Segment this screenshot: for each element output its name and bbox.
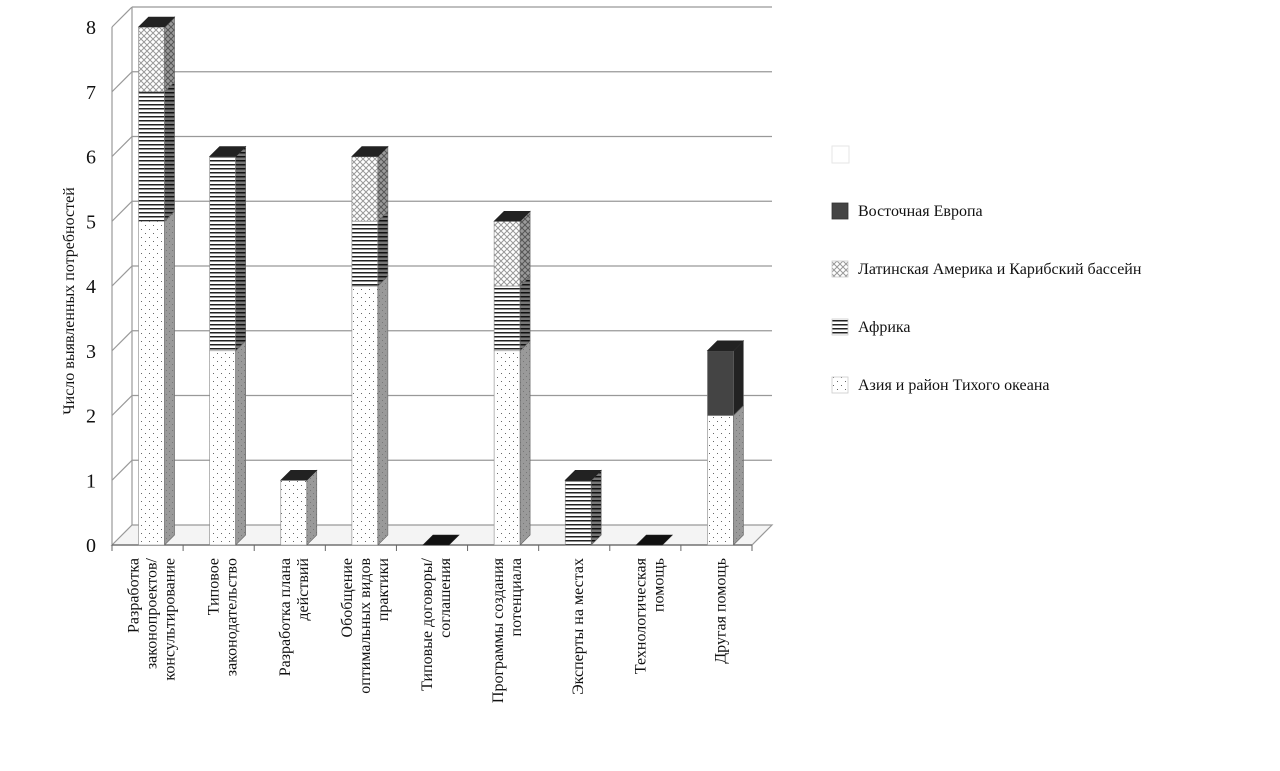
legend: Восточная Европа Латинская Америка и Кари…: [831, 145, 1142, 394]
bar-segment: [138, 220, 165, 546]
bar-top: [564, 469, 602, 481]
legend-label: Азия и район Тихого океана: [858, 377, 1050, 394]
category-label-line: Разработка плана: [277, 558, 294, 676]
category-label-line: Другая помощь: [712, 558, 729, 664]
y-tick-label: 5: [86, 211, 96, 233]
bar-segment: [707, 350, 734, 416]
bar-segment: [707, 415, 734, 546]
bar-segment: [351, 220, 379, 287]
category-label-line: Программы создания: [490, 557, 507, 703]
category-label-line: оптимальных видов: [357, 558, 374, 694]
y-tick-label: 6: [86, 147, 96, 169]
bar-segment: [493, 285, 521, 352]
bar-segment-side: [306, 469, 318, 546]
category-labels: Разработка законопроектов/консультировани…: [126, 557, 730, 703]
category-label-line: Разработка: [126, 558, 143, 633]
gridline-diagonal-7: [111, 71, 133, 93]
axis-layer: 0 1 2 3 4 5 6 7 8: [86, 7, 774, 557]
legend-swatch: [831, 260, 849, 278]
legend-label: Латинская Америка и Карибский бассейн: [858, 261, 1142, 278]
bar-top: [208, 146, 247, 157]
bar-segment: [351, 156, 379, 222]
gridline-diagonal-6: [111, 136, 133, 157]
bar-segment: [564, 479, 592, 546]
bar-top: [280, 469, 318, 481]
category-label: Эксперты на местах: [570, 558, 587, 695]
category-label-line: Типовое: [206, 558, 223, 615]
y-axis-title: Число выявленных потребностей: [61, 187, 78, 415]
bar-top: [137, 16, 176, 28]
bar-segment-side: [164, 81, 175, 222]
bar-top: [351, 146, 389, 157]
bar-segment-side: [164, 16, 175, 93]
legend-swatch: [831, 376, 849, 394]
legend-label: Восточная Европа: [858, 203, 983, 220]
bar-segment-side: [377, 145, 389, 222]
bar-segment-side: [519, 210, 531, 287]
bar-segment-side: [235, 145, 246, 352]
category-label-line: консультирование: [162, 558, 179, 681]
bar-segment-side: [377, 210, 389, 287]
bar-segment-side: [733, 340, 744, 417]
category-label: Типовые договоры/соглашения: [419, 557, 454, 691]
bar-segment: [209, 156, 236, 352]
bar-segment: [138, 91, 165, 222]
category-label-line: потенциала: [508, 558, 525, 636]
category-label-line: Типовые договоры/: [419, 557, 436, 690]
category-label-line: соглашения: [437, 557, 454, 637]
bar-segment-side: [733, 404, 744, 546]
bar-segment-side: [519, 275, 531, 352]
category-label-line: законопроектов/: [144, 557, 161, 669]
bar-segment-side: [235, 340, 246, 546]
category-label: Разработка плана действий: [277, 558, 312, 677]
category-label-line: Технологическая: [632, 557, 649, 674]
gridline-diagonal-5: [111, 200, 133, 222]
bar-top: [493, 210, 531, 222]
legend-label: Африка: [858, 319, 911, 336]
category-label: Типовое законодательство: [206, 558, 241, 676]
y-tick-label: 3: [86, 341, 96, 363]
category-label: Разработка законопроектов/консультировани…: [126, 557, 179, 680]
gridline-diagonal-1: [111, 459, 133, 481]
category-label: Другая помощь: [712, 558, 729, 664]
bar-segment: [209, 350, 236, 546]
bar-segment: [351, 285, 379, 546]
gridline-diagonal-3: [111, 330, 133, 352]
bar-segment-side: [590, 469, 602, 546]
bar-top: [635, 534, 674, 546]
bar-top: [706, 340, 745, 352]
y-tick-label: 2: [86, 406, 96, 428]
category-label-line: действий: [295, 558, 312, 621]
legend-swatch: [831, 318, 849, 336]
bar-segment: [493, 350, 521, 546]
gridline-diagonal-4: [111, 265, 133, 287]
y-tick-label: 1: [86, 470, 96, 492]
y-tick-label: 4: [86, 276, 96, 298]
y-tick-label: 7: [86, 82, 96, 104]
y-tick-label: 8: [86, 17, 96, 39]
bar-top: [422, 534, 460, 546]
gridline-diagonal-2: [111, 395, 133, 416]
category-label: Технологическая помощь: [632, 557, 667, 674]
category-label-line: законодательство: [224, 558, 241, 676]
legend-blank-swatch: [831, 145, 850, 164]
bar-segment-side: [377, 275, 389, 546]
bar-segment: [280, 479, 308, 546]
bars-layer: [137, 16, 745, 546]
category-label-line: Эксперты на местах: [570, 558, 587, 695]
category-label: Обобщение оптимальных видов практики: [339, 558, 392, 694]
bar-segment-side: [519, 340, 531, 546]
y-tick-label: 0: [86, 535, 96, 557]
category-label-line: практики: [375, 558, 392, 622]
bar-segment: [138, 26, 165, 93]
category-label: Программы создания потенциала: [490, 557, 525, 703]
category-label-line: Обобщение: [339, 558, 356, 637]
legend-swatch: [831, 202, 849, 220]
bar-segment-side: [164, 210, 175, 546]
bar-segment: [493, 220, 521, 287]
category-label-line: помощь: [650, 558, 667, 612]
gridline-diagonal-8: [111, 6, 133, 28]
